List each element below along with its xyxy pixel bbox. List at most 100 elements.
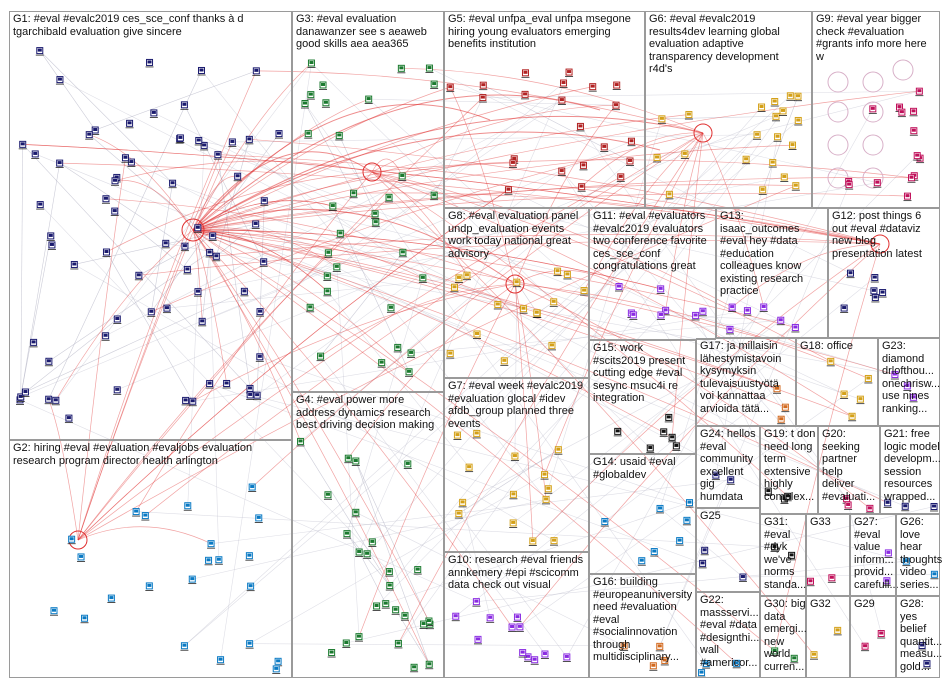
- node-fill: [448, 85, 453, 89]
- edge-hub: [77, 526, 212, 544]
- node-fill: [564, 654, 569, 658]
- node-fill: [199, 68, 204, 72]
- group-box-g29: G29: [850, 596, 896, 678]
- node-fill: [561, 81, 566, 85]
- node-fill: [932, 504, 937, 508]
- edge: [256, 200, 265, 396]
- node-fill: [79, 554, 84, 558]
- node-fill: [31, 340, 36, 344]
- node-fill: [884, 578, 889, 582]
- group-label-g6: G6: #eval #evalc2019 results4dev learnin…: [649, 13, 780, 75]
- node-fill: [253, 221, 258, 225]
- node-fill: [185, 267, 190, 271]
- edge: [204, 145, 585, 291]
- node-fill: [325, 289, 330, 293]
- node-fill: [196, 138, 201, 142]
- group-label-g31: G31: #eval #dyk we've norms standa...: [764, 516, 807, 591]
- edge-hub: [192, 229, 513, 628]
- group-label-g30: G30: big data emergi... new world curren…: [764, 598, 807, 673]
- edge-hub: [398, 132, 704, 644]
- edge: [114, 210, 188, 270]
- group-label-g7: G7: #eval week #evalc2019 #evaluation gl…: [448, 380, 584, 430]
- node-fill: [366, 97, 371, 101]
- node-fill: [775, 386, 780, 390]
- node-fill: [427, 662, 432, 666]
- node-fill: [147, 583, 152, 587]
- edge: [458, 449, 559, 514]
- edge-hub: [514, 104, 617, 285]
- edge-hub: [114, 179, 194, 231]
- node-fill: [521, 306, 526, 310]
- node-fill: [542, 652, 547, 656]
- node-fill: [892, 372, 897, 376]
- edge-hub: [192, 229, 328, 292]
- edge: [220, 62, 312, 660]
- node-fill: [932, 572, 937, 576]
- node-fill: [773, 114, 778, 118]
- node-fill: [23, 390, 28, 394]
- edge-hub-long: [192, 151, 373, 231]
- node-fill: [302, 101, 307, 105]
- edge: [117, 116, 777, 391]
- node-fill: [190, 399, 195, 403]
- edge: [561, 170, 866, 647]
- node-fill: [578, 124, 583, 128]
- node-fill: [247, 386, 252, 390]
- group-label-g1: G1: #eval #evalc2019 ces_sce_conf thanks…: [13, 13, 244, 38]
- node-fill: [631, 312, 636, 316]
- node-fill: [309, 61, 314, 65]
- edge: [198, 140, 874, 292]
- edge: [59, 162, 186, 247]
- node-fill: [164, 306, 169, 310]
- edge: [695, 315, 785, 500]
- self-loop: [862, 167, 884, 189]
- node-fill: [542, 472, 547, 476]
- node-fill: [66, 416, 71, 420]
- group-box-g4: G4: #eval power more address dynamics re…: [292, 392, 444, 678]
- edge-hub: [256, 70, 704, 134]
- node-fill: [670, 435, 675, 439]
- edge-hub: [371, 171, 853, 417]
- group-label-g27: G27: #eval value inform... provid... car…: [854, 516, 899, 591]
- node-fill: [848, 271, 853, 275]
- edge: [762, 96, 799, 190]
- edge-hub: [192, 229, 424, 279]
- self-loop: [862, 134, 884, 156]
- edge: [618, 286, 845, 395]
- node-fill: [247, 137, 252, 141]
- edge: [519, 378, 869, 628]
- node-fill: [915, 153, 920, 157]
- group-label-g4: G4: #eval power more address dynamics re…: [296, 394, 435, 431]
- group-box-g18: G18: office: [796, 338, 878, 426]
- node-fill: [530, 539, 535, 543]
- edge: [125, 157, 769, 492]
- group-label-g14: G14: usaid #eval #globaldev: [593, 456, 676, 481]
- node-fill: [565, 272, 570, 276]
- node-fill: [911, 395, 916, 399]
- node-fill: [728, 477, 733, 481]
- node-fill: [318, 354, 323, 358]
- node-fill: [69, 537, 74, 541]
- edge: [327, 182, 878, 277]
- node-fill: [658, 286, 663, 290]
- node-fill: [778, 318, 783, 322]
- node-fill: [402, 613, 407, 617]
- edge: [729, 329, 786, 408]
- edge: [846, 498, 882, 634]
- node-fill: [93, 128, 98, 132]
- edge-hub: [114, 160, 373, 182]
- node-fill: [254, 68, 259, 72]
- edge: [201, 70, 547, 500]
- node-fill: [870, 106, 875, 110]
- edge: [385, 502, 690, 604]
- node-fill: [511, 520, 516, 524]
- group-label-g26: G26: love hear thoughts video series...: [900, 516, 943, 591]
- node-fill: [33, 151, 38, 155]
- node-fill: [183, 398, 188, 402]
- edge-hub: [105, 198, 516, 285]
- node-fill: [727, 327, 732, 331]
- node-fill: [277, 131, 282, 135]
- edge: [450, 86, 878, 183]
- edge: [458, 513, 568, 658]
- edge-hub: [192, 227, 338, 268]
